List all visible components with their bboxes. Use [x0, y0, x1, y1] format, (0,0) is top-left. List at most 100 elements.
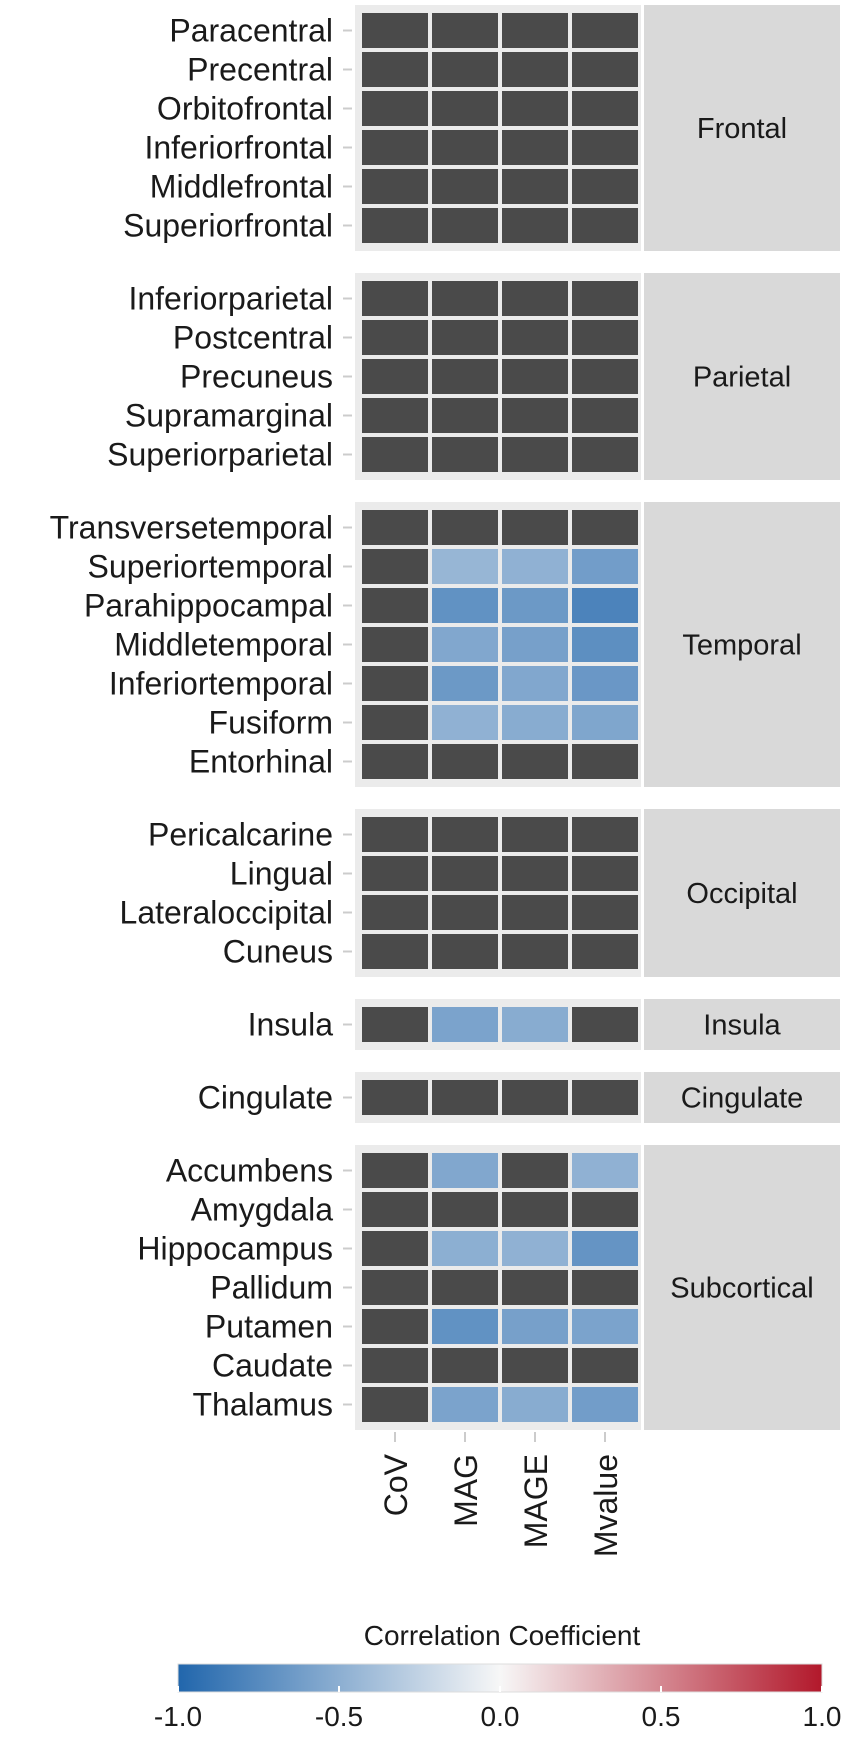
legend: Correlation Coefficient -1.0 -0.5 0.0 0.5 1.… — [154, 1620, 842, 1732]
row-label: Caudate — [212, 1348, 333, 1384]
facet-cingulate: Cingulate Cingulate — [198, 1072, 840, 1123]
row-label: Supramarginal — [125, 398, 333, 434]
row-label: Precentral — [187, 52, 333, 88]
heatmap-cell — [432, 1348, 498, 1383]
heatmap-cell — [432, 705, 498, 740]
facet-occipital: Occipital PericalcarineLingualLateralocci… — [120, 809, 840, 977]
facet-subcortical: SubcorticalAccumbensAmygdalaHippocampusP… — [137, 1145, 840, 1430]
heatmap-cell — [432, 359, 498, 394]
row-label: Precuneus — [180, 359, 333, 395]
heatmap-cell — [362, 588, 428, 623]
heatmap-cell — [572, 1231, 638, 1266]
heatmap-cell — [362, 359, 428, 394]
heatmap-cell — [572, 1387, 638, 1422]
heatmap-cell — [572, 1007, 638, 1042]
heatmap-cell — [362, 91, 428, 126]
facet-strip-label: Insula — [703, 1010, 781, 1042]
heatmap-cell — [502, 437, 568, 472]
row-label: Lateraloccipital — [120, 895, 333, 931]
heatmap-cell — [572, 1153, 638, 1188]
heatmap-cell — [432, 398, 498, 433]
facet-temporal: Temporal TransversetemporalSuperiortempor… — [50, 502, 840, 787]
heatmap-cell — [362, 744, 428, 779]
heatmap-cell — [572, 627, 638, 662]
facet-strip — [644, 502, 840, 787]
heatmap-cell — [502, 169, 568, 204]
heatmap-cell — [502, 666, 568, 701]
heatmap-cell — [362, 208, 428, 243]
heatmap-cell — [572, 934, 638, 969]
heatmap-cell — [502, 817, 568, 852]
row-label: Cuneus — [223, 934, 333, 970]
row-label: Superiortemporal — [88, 549, 333, 585]
heatmap-cell — [362, 320, 428, 355]
heatmap-cell — [502, 1192, 568, 1227]
facet-strip-label: Occipital — [686, 878, 797, 910]
heatmap-cell — [362, 1387, 428, 1422]
facet-strip-label: Temporal — [682, 630, 801, 662]
heatmap-cell — [432, 1231, 498, 1266]
facet-strip — [644, 273, 840, 480]
row-label: Accumbens — [166, 1153, 333, 1189]
row-label: Middletemporal — [114, 627, 333, 663]
facet-strip — [644, 1072, 840, 1123]
heatmap-cell — [572, 320, 638, 355]
heatmap-cell — [502, 320, 568, 355]
heatmap-cell — [502, 1007, 568, 1042]
heatmap-cell — [572, 744, 638, 779]
row-label: Fusiform — [209, 705, 333, 741]
heatmap-cell — [502, 510, 568, 545]
heatmap-cell — [502, 398, 568, 433]
heatmap-cell — [572, 1348, 638, 1383]
heatmap-cell — [432, 437, 498, 472]
heatmap-cell — [432, 510, 498, 545]
heatmap-cell — [572, 1270, 638, 1305]
heatmap-cell — [362, 1192, 428, 1227]
row-label: Orbitofrontal — [157, 91, 333, 127]
heatmap-cell — [572, 549, 638, 584]
heatmap-cell — [432, 817, 498, 852]
row-label: Inferiorparietal — [128, 281, 333, 317]
row-label: Superiorparietal — [107, 437, 333, 473]
heatmap-cell — [362, 1080, 428, 1115]
heatmap-cell — [432, 208, 498, 243]
heatmap-cell — [502, 1387, 568, 1422]
heatmap-cell — [362, 52, 428, 87]
heatmap-cell — [572, 398, 638, 433]
heatmap-cell — [572, 666, 638, 701]
x-tick-label: MAG — [448, 1454, 484, 1527]
heatmap-cell — [362, 1348, 428, 1383]
row-label: Amygdala — [191, 1192, 334, 1228]
heatmap-cell — [432, 1080, 498, 1115]
heatmap-cell — [572, 52, 638, 87]
heatmap-cell — [432, 52, 498, 87]
heatmap-cell — [362, 666, 428, 701]
heatmap-cell — [572, 588, 638, 623]
heatmap-cell — [502, 895, 568, 930]
heatmap-cell — [432, 856, 498, 891]
facet-frontal: Frontal ParacentralPrecentralOrbitofronta… — [123, 5, 840, 251]
heatmap-cell — [502, 130, 568, 165]
facet-strip-label: Subcortical — [670, 1273, 813, 1305]
heatmap-cell — [362, 169, 428, 204]
heatmap-cell — [362, 1007, 428, 1042]
heatmap-cell — [362, 1270, 428, 1305]
facet-strip-label: Cingulate — [681, 1083, 804, 1115]
heatmap-cell — [502, 52, 568, 87]
heatmap-cell — [502, 705, 568, 740]
heatmap-cell — [362, 398, 428, 433]
x-axis: CoV MAG MAGE Mvalue — [378, 1432, 624, 1557]
row-label: Thalamus — [193, 1387, 334, 1423]
heatmap-cell — [362, 817, 428, 852]
heatmap-cell — [502, 1231, 568, 1266]
legend-tick-label: 1.0 — [803, 1701, 842, 1732]
heatmap-cell — [362, 549, 428, 584]
facet-strip-label: Parietal — [693, 362, 791, 394]
facet-strip — [644, 999, 840, 1050]
row-label: Pallidum — [210, 1270, 333, 1306]
heatmap-cell — [432, 320, 498, 355]
heatmap-cell — [362, 895, 428, 930]
heatmap-cell — [502, 627, 568, 662]
heatmap-cell — [572, 1192, 638, 1227]
heatmap-cell — [432, 13, 498, 48]
